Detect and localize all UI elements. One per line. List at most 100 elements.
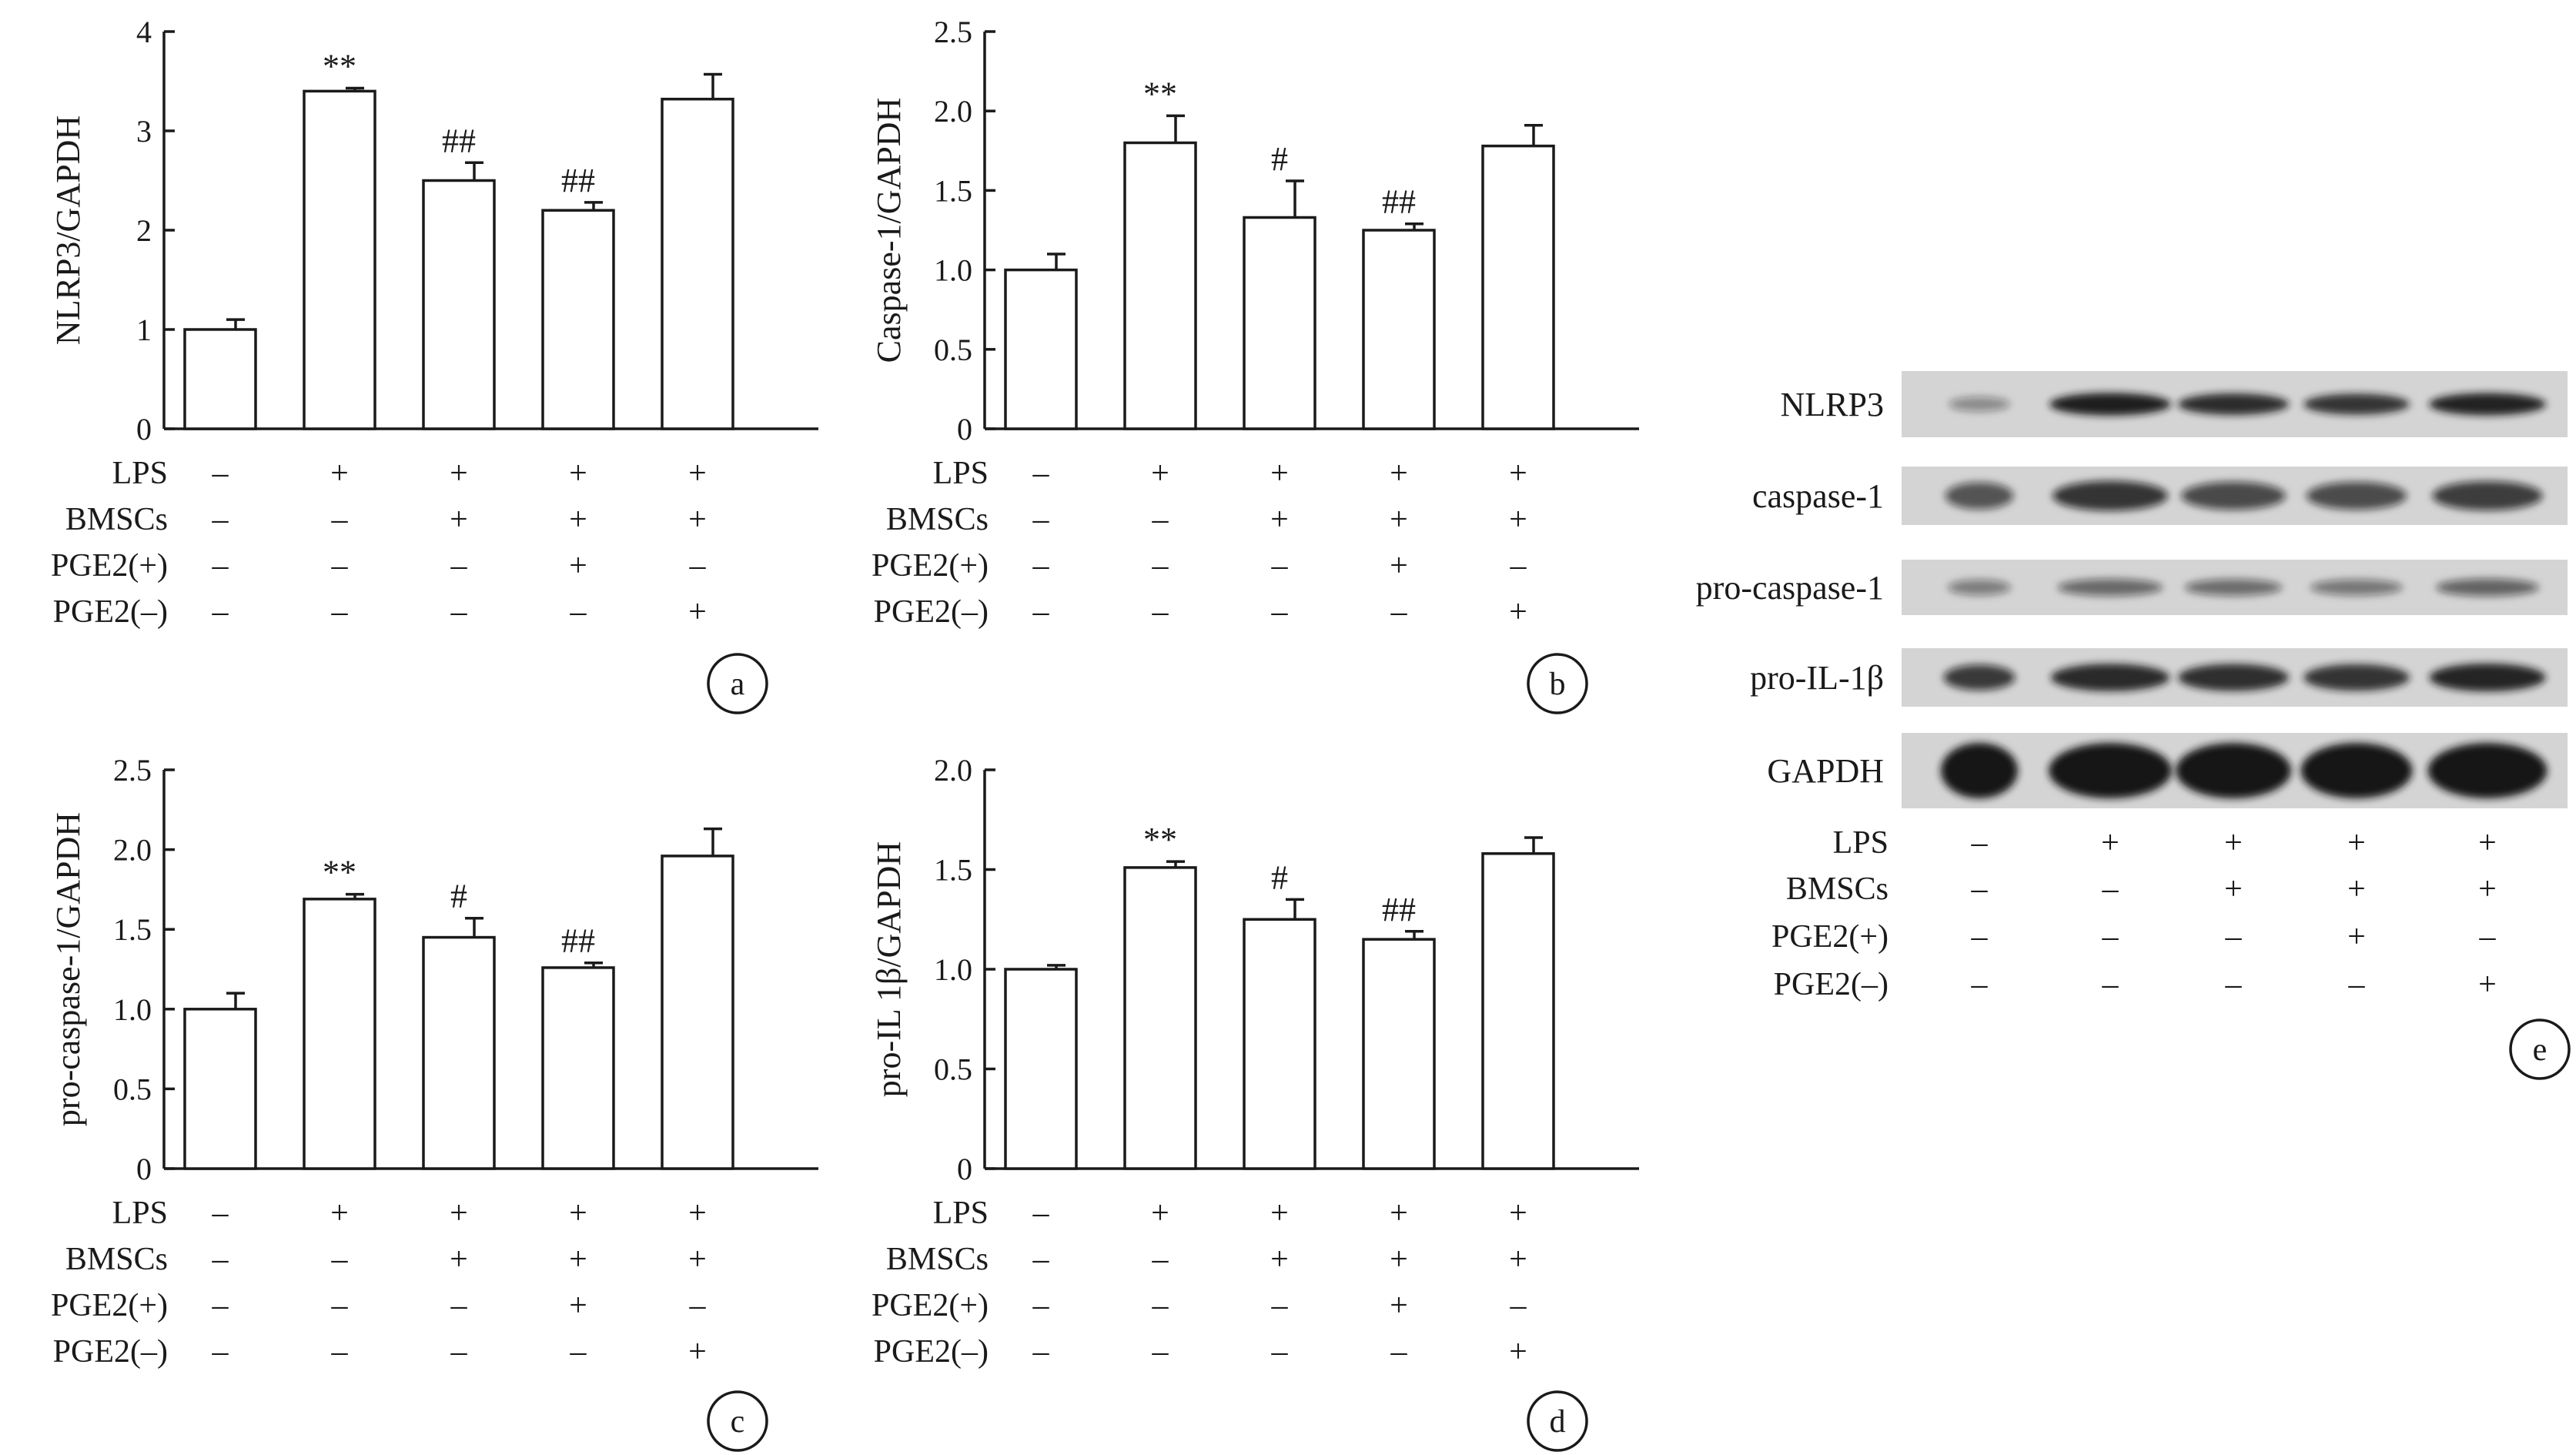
bar — [303, 89, 376, 430]
condition-sign: – — [1271, 548, 1289, 584]
significance-mark: ## — [1382, 891, 1416, 928]
condition-sign: + — [2478, 967, 2497, 1002]
condition-sign: – — [570, 594, 587, 630]
condition-sign: – — [1971, 871, 1989, 907]
y-tick-label: 1.0 — [113, 992, 152, 1027]
condition-sign: + — [688, 502, 707, 537]
bar — [1004, 968, 1078, 1170]
blot-band — [1949, 396, 2010, 412]
condition-label: LPS — [1833, 825, 1889, 861]
blot-band — [2177, 393, 2290, 415]
y-tick-label: 0.5 — [934, 1052, 972, 1087]
y-tick-label: 2.0 — [934, 753, 972, 788]
condition-label: LPS — [933, 1196, 989, 1231]
condition-sign: – — [450, 1334, 468, 1370]
blot-band — [2303, 664, 2410, 691]
condition-sign: – — [1032, 456, 1050, 491]
condition-sign: – — [450, 594, 468, 630]
condition-sign: – — [1152, 548, 1169, 584]
condition-sign: + — [688, 456, 707, 491]
y-tick-label: 0.5 — [113, 1072, 152, 1106]
condition-sign: – — [1152, 1334, 1169, 1370]
bar — [1123, 141, 1197, 430]
blot-band — [2057, 578, 2163, 597]
bar — [1481, 852, 1555, 1170]
blot-band — [2052, 480, 2168, 511]
y-tick-label: 1 — [136, 313, 152, 347]
condition-sign: – — [1152, 502, 1169, 537]
y-axis-label: pro-caspase-1/GAPDH — [49, 812, 87, 1126]
condition-label: PGE2(+) — [871, 1288, 989, 1323]
condition-sign: – — [1271, 594, 1289, 630]
condition-label: PGE2(–) — [53, 594, 168, 630]
y-tick-label: 2.0 — [934, 94, 972, 129]
panel-letter: c — [731, 1404, 745, 1440]
condition-sign: – — [212, 1242, 229, 1277]
blot-band-label: GAPDH — [1767, 752, 1884, 790]
condition-sign: – — [1032, 502, 1050, 537]
condition-sign: + — [1390, 548, 1408, 584]
bar — [422, 935, 496, 1170]
panel-letter-circle — [707, 1390, 768, 1452]
condition-sign: – — [2225, 919, 2243, 955]
significance-mark: ** — [323, 854, 356, 891]
condition-sign: – — [1032, 1334, 1050, 1370]
condition-sign: – — [1971, 919, 1989, 955]
condition-label: PGE2(–) — [53, 1334, 168, 1370]
condition-sign: – — [2102, 967, 2119, 1002]
significance-mark: # — [1271, 140, 1288, 178]
condition-sign: + — [330, 1196, 349, 1231]
condition-label: PGE2(–) — [874, 594, 989, 630]
blot-band — [2303, 393, 2410, 415]
blot-band — [2184, 579, 2283, 596]
condition-sign: – — [1271, 1288, 1289, 1323]
condition-sign: – — [450, 548, 468, 584]
y-tick-label: 0 — [136, 412, 152, 447]
condition-label: LPS — [112, 1196, 168, 1231]
panel-letter-circle — [707, 653, 768, 714]
condition-sign: – — [212, 1334, 229, 1370]
condition-sign: – — [1152, 1242, 1169, 1277]
blot-band — [2050, 664, 2170, 691]
condition-sign: + — [688, 594, 707, 630]
condition-sign: + — [1509, 1242, 1527, 1277]
significance-mark: # — [450, 878, 467, 915]
condition-sign: – — [331, 1288, 349, 1323]
condition-sign: + — [450, 1196, 468, 1231]
significance-mark: ## — [561, 922, 595, 960]
blot-band — [1943, 664, 2016, 691]
condition-sign: – — [212, 1196, 229, 1231]
condition-sign: + — [688, 1196, 707, 1231]
panel-letter: e — [2533, 1032, 2548, 1068]
blot-band — [2049, 743, 2172, 798]
significance-mark: # — [1271, 858, 1288, 896]
significance-mark: ## — [1382, 183, 1416, 221]
condition-sign: – — [331, 1242, 349, 1277]
panel-letter-circle — [1527, 653, 1588, 714]
panel-letter-circle — [2509, 1018, 2571, 1080]
condition-sign: + — [569, 502, 587, 537]
significance-mark: ** — [1143, 821, 1177, 858]
condition-label: PGE2(–) — [1774, 967, 1889, 1002]
blot-band — [1945, 482, 2014, 510]
blot-band-label: caspase-1 — [1752, 477, 1884, 515]
condition-sign: + — [1509, 594, 1527, 630]
condition-sign: + — [1509, 502, 1527, 537]
condition-sign: + — [1270, 502, 1289, 537]
condition-sign: + — [1390, 456, 1408, 491]
panel-letter: a — [731, 667, 745, 702]
condition-sign: + — [1390, 1196, 1408, 1231]
condition-sign: – — [1971, 967, 1989, 1002]
condition-sign: + — [1509, 1196, 1527, 1231]
condition-sign: + — [450, 1242, 468, 1277]
y-tick-label: 0 — [957, 1152, 972, 1186]
condition-sign: + — [2101, 825, 2119, 861]
y-tick-label: 2.5 — [934, 15, 972, 49]
significance-mark: ## — [442, 122, 476, 159]
condition-sign: – — [2348, 967, 2366, 1002]
panel-letter-circle — [1527, 1390, 1588, 1452]
blot-band-label: pro-IL-1β — [1750, 659, 1884, 697]
